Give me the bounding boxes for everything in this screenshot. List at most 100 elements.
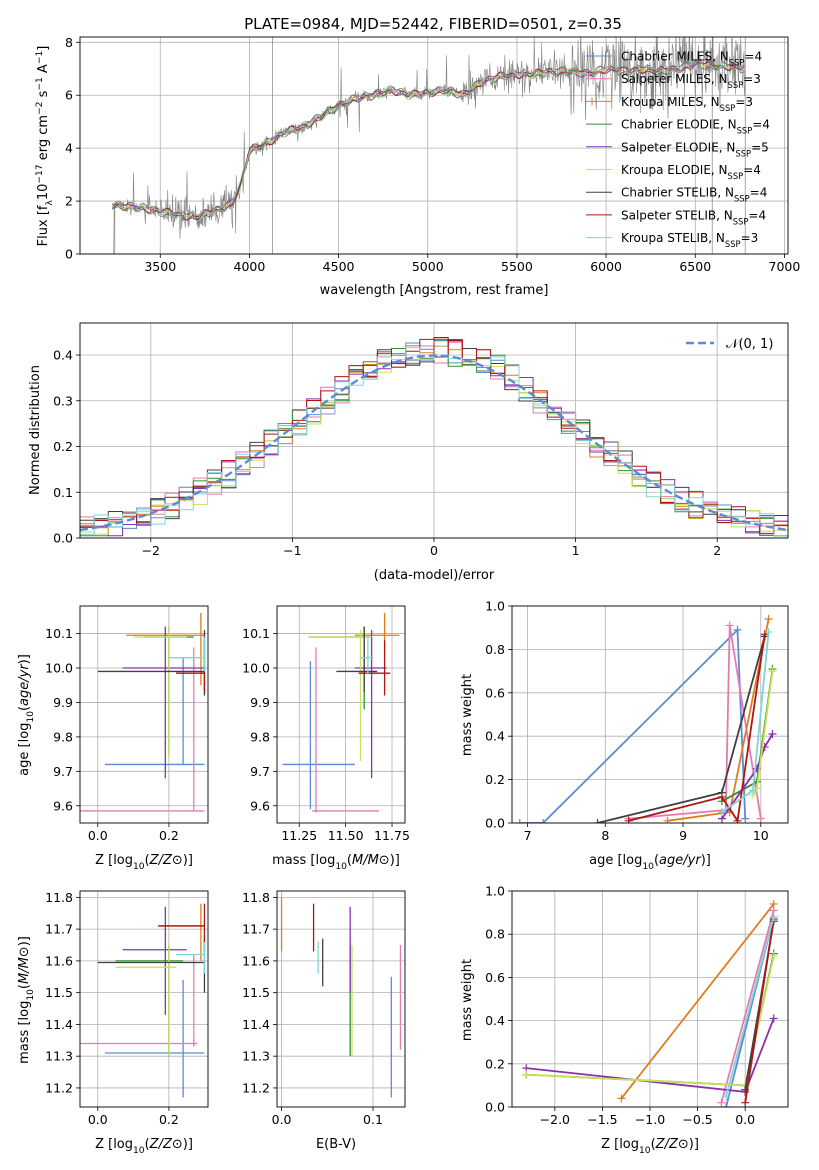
y-axis-label: mass weight xyxy=(460,674,475,756)
y-tick-label: 0.6 xyxy=(485,970,505,985)
panel-mass-vs-ebv: 0.0 0.1 11.2 11.3 11.4 11.5 11.6 11.7 11.8 E(B-V) xyxy=(242,890,406,1152)
y-tick-label: 0.0 xyxy=(53,531,73,546)
y-axis-label: mass [log10(M/M⊙)] xyxy=(17,936,36,1064)
y-tick-label: 11.4 xyxy=(242,1017,270,1032)
axes-frame xyxy=(276,890,406,1108)
y-tick-label: 9.6 xyxy=(250,798,270,813)
errorbar-point-5 xyxy=(115,945,176,1057)
x-tick-label: 0.0 xyxy=(88,1112,108,1127)
weight-marker xyxy=(717,808,726,817)
weight-marker xyxy=(769,951,778,960)
y-tick-label: 11.8 xyxy=(45,890,73,905)
errorbar-point-7 xyxy=(358,640,391,696)
y-tick-label: 9.9 xyxy=(53,695,73,710)
x-axis-label: (data-model)/error xyxy=(374,568,495,583)
weight-marker xyxy=(764,615,773,624)
errorbar-point-6 xyxy=(97,630,206,696)
errorbar-point-1 xyxy=(312,647,380,813)
model-fit-8 xyxy=(112,58,745,219)
x-tick-label: 5000 xyxy=(412,259,444,274)
axes-frame xyxy=(79,322,789,539)
y-tick-label: 2 xyxy=(65,194,73,209)
x-axis-label: Z [log10(Z/Z⊙)] xyxy=(601,1137,699,1156)
plot-area xyxy=(80,903,206,1098)
histogram-1 xyxy=(80,341,788,537)
y-tick-label: 8 xyxy=(65,35,73,50)
y-tick-label: 9.6 xyxy=(53,798,73,813)
weight-line xyxy=(620,903,775,1099)
panel-mass-vs-z: 0.0 0.2 11.2 11.3 11.4 11.5 11.6 11.7 11.8 Z [log… xyxy=(17,890,209,1156)
weight-marker xyxy=(769,899,778,908)
weight-marker xyxy=(717,1098,726,1107)
x-axis-label: Z [log10(Z/Z⊙)] xyxy=(95,853,193,872)
errorbar-point-3 xyxy=(115,945,184,1057)
plot-area xyxy=(80,612,206,812)
panel-mass-weight-vs-age: 7 8 9 10 0.0 0.2 0.4 0.6 0.8 1.0 age [log10(age/yr… xyxy=(460,599,789,872)
panel-age-vs-z: 0.0 0.2 9.6 9.7 9.8 9.9 10.0 10.1 Z [log10(Z/Z⊙)… xyxy=(17,605,209,872)
weight-line xyxy=(744,918,775,1103)
y-tick-label: 11.7 xyxy=(242,922,270,937)
weight-marker xyxy=(741,814,750,823)
x-tick-label: −1 xyxy=(283,543,301,558)
y-tick-label: 11.3 xyxy=(45,1049,73,1064)
plot-area xyxy=(280,897,402,1098)
y-tick-label: 0.0 xyxy=(485,816,505,831)
y-tick-label: 1.0 xyxy=(485,884,505,899)
y-tick-label: 10.1 xyxy=(242,626,270,641)
weight-marker xyxy=(515,819,524,823)
y-tick-label: 9.7 xyxy=(53,764,73,779)
model-fit-5 xyxy=(112,61,745,222)
weight-marker xyxy=(768,667,777,676)
axes-frame xyxy=(79,36,789,255)
errorbar-point-5 xyxy=(308,630,372,761)
weight-marker xyxy=(522,1070,531,1079)
y-axis-label: Flux [fλ10−17 erg cm−2 s−1 A−1] xyxy=(35,46,55,247)
weight-marker xyxy=(722,1103,731,1107)
histogram-6 xyxy=(80,337,788,536)
panel-mass-weight-vs-z: −2.0 −1.5 −1.0 −0.5 0.0 0.0 0.2 0.4 0.6 0.8 1.0 Z [… xyxy=(460,884,789,1156)
y-tick-label: 6 xyxy=(65,88,73,103)
histogram-7 xyxy=(80,338,788,534)
weight-marker xyxy=(756,814,765,823)
legend-label-4: Salpeter ELODIE, NSSP=5 xyxy=(621,140,769,158)
legend-label-6: Chabrier STELIB, NSSP=4 xyxy=(621,186,767,204)
axes-frame xyxy=(79,890,209,1108)
y-axis-label: mass weight xyxy=(460,959,475,1041)
y-tick-label: 11.5 xyxy=(242,985,270,1000)
x-tick-label: 0.2 xyxy=(159,1112,179,1127)
spectrum-legend: Chabrier MILES, NSSP=4 Salpeter MILES, NS… xyxy=(586,50,770,249)
axes-frame xyxy=(511,605,789,824)
weight-line xyxy=(628,634,766,823)
errorbar-point-1 xyxy=(80,647,205,812)
weight-marker xyxy=(764,628,773,637)
histogram-0 xyxy=(80,340,788,537)
axes-frame xyxy=(276,605,406,824)
plot-area xyxy=(111,37,746,254)
y-tick-label: 0.2 xyxy=(485,772,505,787)
errorbar-point-6 xyxy=(336,626,378,693)
x-axis-label: Z [log10(Z/Z⊙)] xyxy=(95,1137,193,1156)
weight-marker xyxy=(749,786,758,795)
weight-marker xyxy=(733,816,742,823)
weight-marker xyxy=(617,1094,626,1103)
legend-label-2: Kroupa MILES, NSSP=3 xyxy=(621,95,753,113)
y-tick-label: 11.3 xyxy=(242,1049,270,1064)
weight-series-8 xyxy=(722,912,778,1101)
y-tick-label: 9.8 xyxy=(53,729,73,744)
x-tick-label: 6000 xyxy=(590,259,622,274)
x-tick-label: 3500 xyxy=(144,259,176,274)
y-tick-label: 0.4 xyxy=(485,1013,505,1028)
figure-title: PLATE=0984, MJD=52442, FIBERID=0501, z=0… xyxy=(244,15,622,33)
x-tick-label: 0.1 xyxy=(363,1112,383,1127)
x-tick-label: −1.0 xyxy=(635,1112,665,1127)
histogram-8 xyxy=(80,346,788,537)
weight-series-7 xyxy=(624,630,769,823)
y-tick-label: 0.4 xyxy=(485,729,505,744)
y-tick-label: 11.8 xyxy=(242,890,270,905)
x-axis-label: age [log10(age/yr)] xyxy=(589,853,711,872)
errorbar-point-4 xyxy=(354,630,387,779)
x-tick-label: 4000 xyxy=(234,259,266,274)
errorbar-point-8 xyxy=(168,637,206,672)
x-tick-label: 11.75 xyxy=(374,828,410,843)
model-fit-7 xyxy=(111,59,745,221)
